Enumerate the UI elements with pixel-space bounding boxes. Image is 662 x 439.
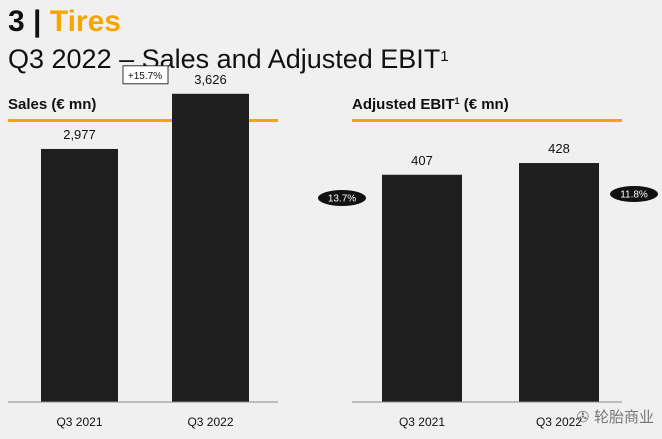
sales-growth-label: +15.7% xyxy=(128,71,162,82)
ebit-title-footnote: 1 xyxy=(454,96,460,106)
sales-bar-1 xyxy=(41,148,118,402)
ebit-bar-2 xyxy=(519,163,599,402)
slide-subtitle: Q3 2022 – Sales and Adjusted EBIT1 xyxy=(8,42,449,76)
ebit-value-label-1: 407 xyxy=(411,153,433,168)
ebit-bar-1 xyxy=(382,174,462,402)
ebit-value-label-2: 428 xyxy=(548,141,570,156)
ebit-title-rule xyxy=(352,119,622,122)
ebit-margin-pill-1 xyxy=(318,190,366,206)
ebit-category-label-2: Q3 2022 xyxy=(536,415,582,429)
subtitle-footnote: 1 xyxy=(440,48,449,65)
ebit-category-label-1: Q3 2021 xyxy=(399,415,445,429)
watermark-text: 轮胎商业 xyxy=(593,408,654,426)
sales-value-label-2: 3,626 xyxy=(194,72,227,87)
wechat-icon: ✇ xyxy=(576,408,590,426)
sales-category-label-2: Q3 2022 xyxy=(187,415,233,429)
ebit-margin-pill-2 xyxy=(610,186,658,202)
slide-heading: 3 | Tires xyxy=(8,2,121,42)
ebit-title-main: Adjusted EBIT xyxy=(352,96,455,113)
ebit-margin-label-2: 11.8% xyxy=(620,190,648,201)
watermark: ✇ 轮胎商业 xyxy=(577,406,654,427)
sales-bar-2 xyxy=(172,93,249,402)
heading-separator: | xyxy=(33,5,42,38)
sales-value-label-1: 2,977 xyxy=(63,127,96,142)
section-name: Tires xyxy=(49,5,121,38)
sales-category-label-1: Q3 2021 xyxy=(56,415,102,429)
sales-title-rule xyxy=(8,119,278,122)
subtitle-text: Q3 2022 – Sales and Adjusted EBIT xyxy=(8,44,441,74)
ebit-chart-title: Adjusted EBIT1 (€ mn) xyxy=(352,96,509,113)
ebit-margin-label-1: 13.7% xyxy=(328,194,356,205)
ebit-title-units: (€ mn) xyxy=(459,96,509,113)
sales-chart-title: Sales (€ mn) xyxy=(8,96,97,113)
section-number: 3 xyxy=(8,5,25,38)
sales-growth-box xyxy=(122,65,169,85)
